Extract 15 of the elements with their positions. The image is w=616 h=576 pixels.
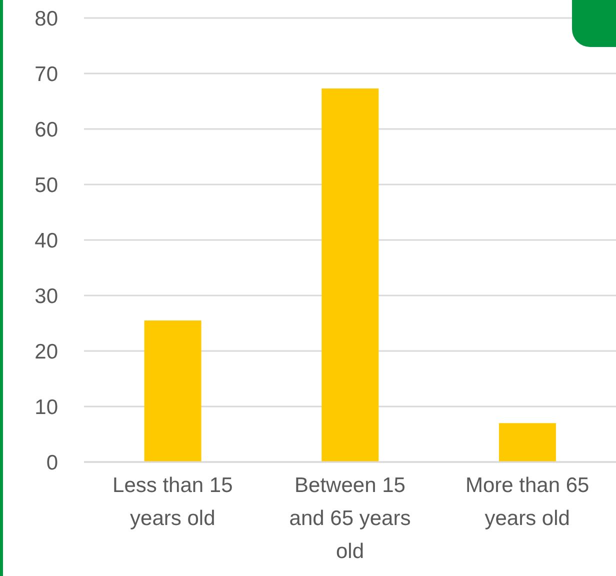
y-tick-label: 0 xyxy=(46,451,58,474)
y-tick-label: 30 xyxy=(34,284,58,308)
y-tick-label: 40 xyxy=(34,229,58,252)
y-tick-label: 20 xyxy=(34,340,58,364)
bar xyxy=(322,88,379,462)
y-tick-label: 80 xyxy=(34,7,58,30)
x-tick-label: Less than 15 years old xyxy=(112,474,233,530)
y-tick-label: 10 xyxy=(34,396,58,419)
y-tick-label: 50 xyxy=(34,174,58,197)
x-tick-label: More than 65 years old xyxy=(465,474,590,530)
y-tick-label: 70 xyxy=(34,62,58,86)
y-tick-label: 60 xyxy=(34,118,58,142)
bar xyxy=(144,320,202,462)
bar xyxy=(498,423,556,462)
x-tick-label: Between 15 and 65 years old xyxy=(289,474,411,563)
